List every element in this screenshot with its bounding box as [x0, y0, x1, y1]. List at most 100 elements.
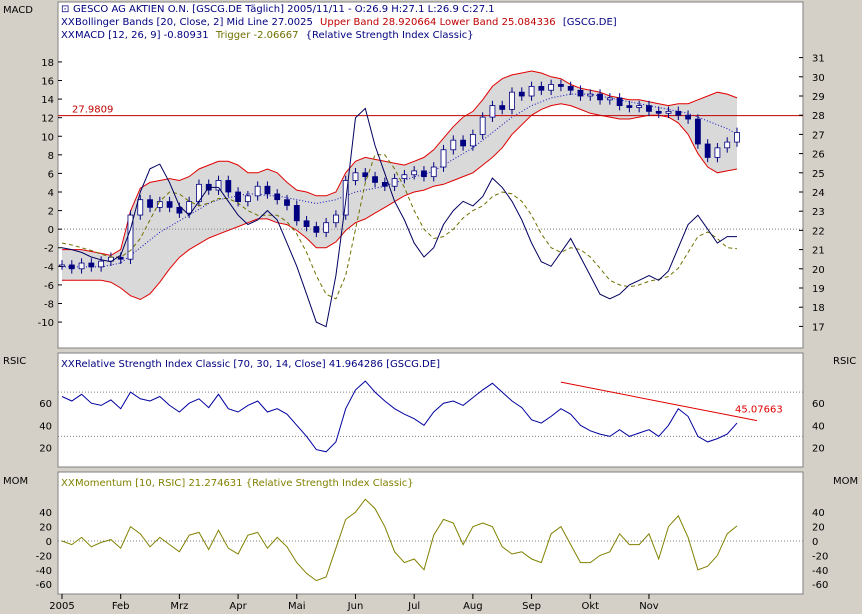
price-candle [499, 105, 506, 110]
price-candle [655, 110, 662, 114]
macd-left-tick-label: -4 [44, 262, 54, 273]
price-right-tick-label: 22 [812, 226, 825, 237]
price-candle [381, 181, 388, 187]
price-candle [724, 141, 731, 149]
price-candle [548, 84, 555, 91]
mom-left-tick-label: -20 [36, 551, 52, 562]
price-candle [509, 91, 515, 110]
x-tick-label: Apr [229, 601, 247, 612]
price-right-tick-label: 19 [812, 284, 825, 295]
price-candle [704, 143, 711, 158]
bollinger-legend: Bollinger Bands [20, Close, 2] Mid Line … [75, 17, 617, 28]
price-candle [215, 180, 222, 191]
rsi-trendline-label: 45.07663 [735, 405, 783, 416]
rsi-tag-right: RSIC [833, 356, 856, 367]
price-candle [626, 105, 633, 108]
macd-line [61, 107, 737, 328]
price-right-tick-label: 17 [812, 322, 825, 333]
price-candle [293, 205, 300, 222]
x-tick-label: 2005 [49, 601, 74, 612]
rsi-left-tick-label: 20 [39, 443, 52, 454]
x-tick-label: Nov [639, 601, 659, 612]
macd-plot: 27.9809-10-8-6-4-20246810121416181718192… [38, 54, 825, 334]
price-candle [323, 222, 330, 233]
macd-legend-trigger: Trigger -2.06667 [215, 30, 299, 41]
chain-icon: XX [61, 359, 75, 370]
bollinger-upper-line [62, 70, 738, 256]
price-candle [421, 170, 427, 178]
macd-legend-source: {Relative Strength Index Classic} [306, 30, 474, 41]
price-candle [528, 86, 535, 97]
rsi-tag: RSIC [3, 356, 26, 367]
price-candle [166, 201, 173, 208]
macd-left-tick-label: -10 [38, 318, 54, 329]
price-candle [558, 84, 564, 87]
price-candle [352, 172, 359, 181]
price-right-tick-label: 30 [812, 73, 825, 84]
price-candle [254, 185, 261, 197]
candle-icon: ⊡ [61, 4, 69, 15]
price-candle [401, 174, 408, 179]
mom-right-tick-label: -60 [812, 580, 828, 591]
price-candle [450, 139, 457, 151]
macd-legend: ⊡ GESCO AG AKTIEN O.N. [GSCG.DE Täglich]… [61, 4, 617, 41]
bollinger-lower-line [62, 103, 738, 301]
price-right-tick-label: 23 [812, 207, 825, 218]
price-candle [274, 193, 281, 201]
bollinger-legend-bands: Upper Band 28.920664 Lower Band 25.08433… [320, 17, 556, 28]
price-candle [372, 176, 378, 183]
price-right-tick-label: 21 [812, 246, 825, 257]
chain-icon: XX [61, 478, 75, 489]
x-tick-label: Jul [407, 601, 420, 612]
x-tick-label: Mrz [170, 601, 188, 612]
macd-left-tick-label: 12 [41, 114, 54, 125]
bollinger-band-area [62, 71, 737, 300]
price-candle [186, 201, 193, 214]
macd-left-tick-label: 10 [41, 132, 54, 143]
price-candle [489, 105, 496, 118]
price-candle [646, 105, 652, 112]
price-candle [244, 195, 251, 202]
price-candle [714, 147, 721, 158]
price-candle [469, 133, 476, 147]
price-candle [597, 93, 603, 101]
price-candle [176, 206, 183, 214]
x-tick-label: Mai [288, 601, 306, 612]
mom-tag-right: MOM [833, 476, 858, 487]
mom-left-tick-label: -60 [36, 580, 52, 591]
price-candle [460, 139, 466, 147]
macd-left-tick-label: 16 [41, 77, 54, 88]
price-candle [98, 260, 105, 268]
mom-left-tick-label: 40 [39, 508, 52, 519]
price-candle [225, 180, 232, 193]
price-right-tick-label: 28 [812, 111, 825, 122]
price-legend: GESCO AG AKTIEN O.N. [GSCG.DE Täglich] 2… [73, 4, 495, 15]
rsi-line [61, 380, 738, 453]
rsi-panel [57, 352, 804, 468]
mom-panel [57, 471, 804, 595]
price-candle [577, 89, 584, 97]
x-axis: 2005 Feb Mrz Apr Mai Jun Jul Aug Sep Okt Nov [49, 594, 659, 612]
trigger-line [61, 154, 738, 300]
price-candle [88, 262, 95, 268]
macd-left-tick-label: 2 [48, 207, 54, 218]
macd-left-tick-label: -2 [44, 244, 54, 255]
mom-right-tick-label: -20 [812, 551, 828, 562]
price-candle [479, 116, 486, 135]
price-right-tick-label: 25 [812, 169, 825, 180]
price-candle [616, 97, 623, 106]
price-candle [675, 110, 682, 116]
mom-right-tick-label: 0 [812, 537, 818, 548]
price-right-tick-label: 26 [812, 150, 825, 161]
rsi-left-tick-label: 40 [39, 421, 52, 432]
macd-left-tick-label: 14 [41, 95, 54, 106]
x-tick-label: Okt [581, 601, 599, 612]
x-tick-label: Sep [522, 601, 541, 612]
rsi-plot: 45.07663 20 20 40 40 60 60 [39, 380, 825, 454]
price-right-tick-label: 29 [812, 92, 825, 103]
macd-left-tick-label: -6 [44, 281, 54, 292]
macd-tag: MACD [3, 5, 33, 16]
macd-left-tick-label: 8 [48, 151, 54, 162]
price-right-tick-label: 20 [812, 265, 825, 276]
x-tick-label: Aug [463, 601, 483, 612]
